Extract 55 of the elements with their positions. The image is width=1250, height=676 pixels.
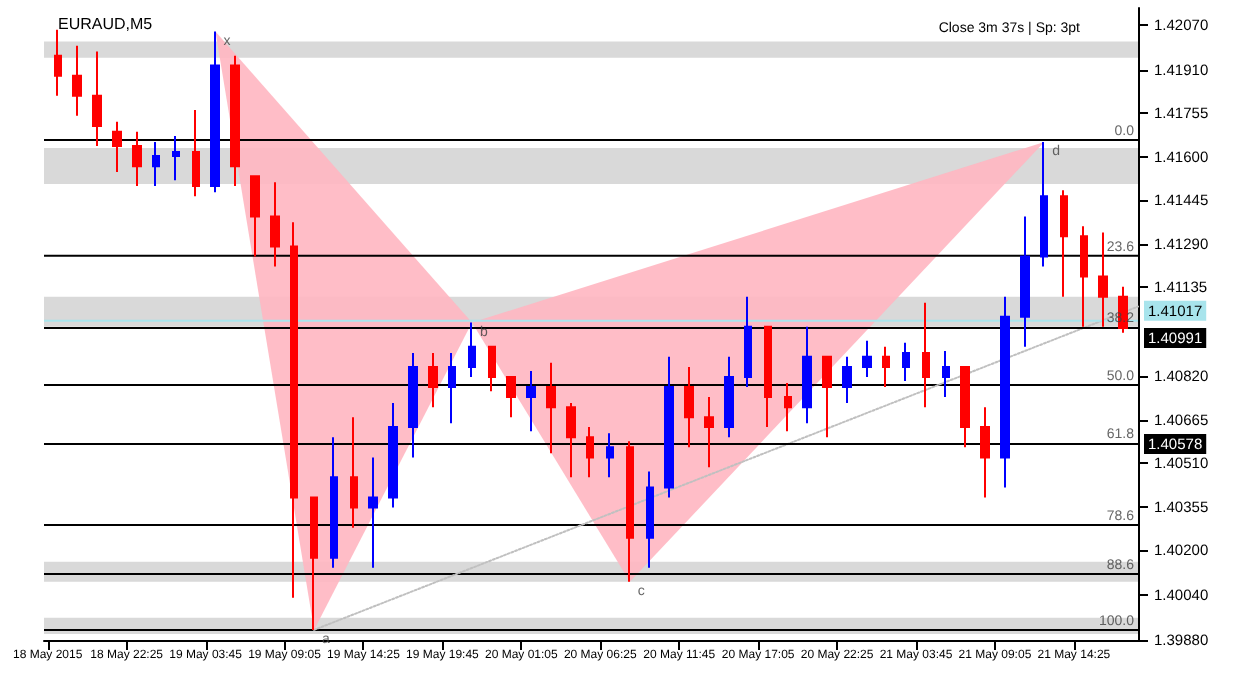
candlestick (802, 325, 812, 425)
candlestick (368, 456, 378, 569)
candlestick (428, 351, 438, 409)
candlestick (330, 436, 338, 569)
candlestick (684, 365, 694, 449)
candlestick (488, 345, 496, 393)
candlestick (764, 325, 772, 429)
candlestick (902, 341, 910, 383)
candlestick (922, 301, 930, 409)
candlestick (506, 376, 516, 419)
candlestick (350, 416, 358, 529)
candlestick (72, 44, 82, 117)
candlestick (250, 175, 260, 258)
candlestick (192, 108, 200, 198)
candlestick (92, 50, 102, 147)
candlestick (54, 28, 62, 97)
candlestick (704, 396, 714, 469)
candlestick (784, 381, 792, 433)
candlestick (132, 130, 142, 188)
candlestick (942, 349, 950, 399)
candlestick (546, 361, 556, 455)
candlestick (882, 345, 890, 388)
candlestick (842, 355, 852, 404)
candlestick (448, 351, 456, 425)
candlestick (270, 181, 280, 268)
candlestick (1040, 140, 1048, 268)
candlestick (230, 54, 240, 188)
candlestick (862, 339, 872, 379)
candlestick (1000, 295, 1010, 489)
candlestick (408, 351, 418, 459)
candlestick (822, 355, 832, 439)
candlestick (468, 321, 476, 379)
candlestick (172, 135, 180, 182)
candlestick (112, 120, 122, 174)
candlestick (290, 221, 298, 599)
candlestick (388, 401, 398, 509)
chart-title: EURAUD,M5 (58, 15, 154, 33)
candlestick (646, 470, 654, 569)
candlestick (1020, 215, 1030, 348)
candlestick (980, 406, 990, 499)
candlestick (152, 140, 160, 188)
candlestick (566, 401, 576, 479)
candlestick (744, 295, 752, 388)
candlestick (210, 30, 220, 194)
candlestick (526, 369, 536, 433)
candlestick (1080, 225, 1088, 328)
candlestick (960, 365, 970, 449)
candlestick (724, 355, 734, 439)
candlestick (626, 440, 634, 583)
candlestick (1098, 231, 1108, 328)
candlestick (664, 355, 674, 499)
candlestick (586, 426, 594, 479)
candlestick (606, 432, 614, 479)
candlestick (1060, 189, 1068, 298)
candlestick (310, 496, 318, 631)
